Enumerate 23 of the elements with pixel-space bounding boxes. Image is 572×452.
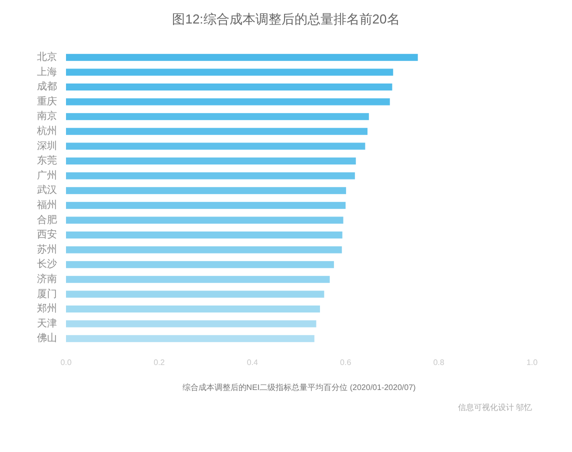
category-label: 南京 bbox=[37, 111, 57, 122]
category-label: 武汉 bbox=[37, 185, 57, 196]
category-label: 合肥 bbox=[37, 214, 57, 226]
category-label: 济南 bbox=[37, 274, 57, 286]
category-label: 西安 bbox=[37, 230, 57, 241]
category-label: 厦门 bbox=[37, 288, 57, 300]
category-label: 重庆 bbox=[37, 96, 57, 108]
annotation: 信息可视化设计 邬忆 bbox=[458, 403, 532, 412]
category-label: 上海 bbox=[37, 66, 57, 78]
category-label: 长沙 bbox=[37, 259, 57, 270]
title: 图12:综合成本调整后的总量排名前20名 bbox=[172, 11, 400, 26]
x-axis-title: 综合成本调整后的NEI二级指标总量平均百分位 (2020/01-2020/07) bbox=[182, 383, 416, 392]
category-label: 东莞 bbox=[37, 156, 57, 167]
category-label: 北京 bbox=[37, 52, 57, 64]
category-label: 佛山 bbox=[37, 333, 57, 344]
category-label: 苏州 bbox=[37, 244, 57, 256]
category-label: 广州 bbox=[37, 170, 57, 182]
category-label: 天津 bbox=[37, 318, 57, 330]
category-label: 郑州 bbox=[37, 304, 57, 315]
category-label: 深圳 bbox=[37, 140, 57, 152]
category-label: 福州 bbox=[37, 200, 57, 212]
category-label: 成都 bbox=[37, 82, 57, 93]
category-label: 杭州 bbox=[37, 126, 57, 138]
